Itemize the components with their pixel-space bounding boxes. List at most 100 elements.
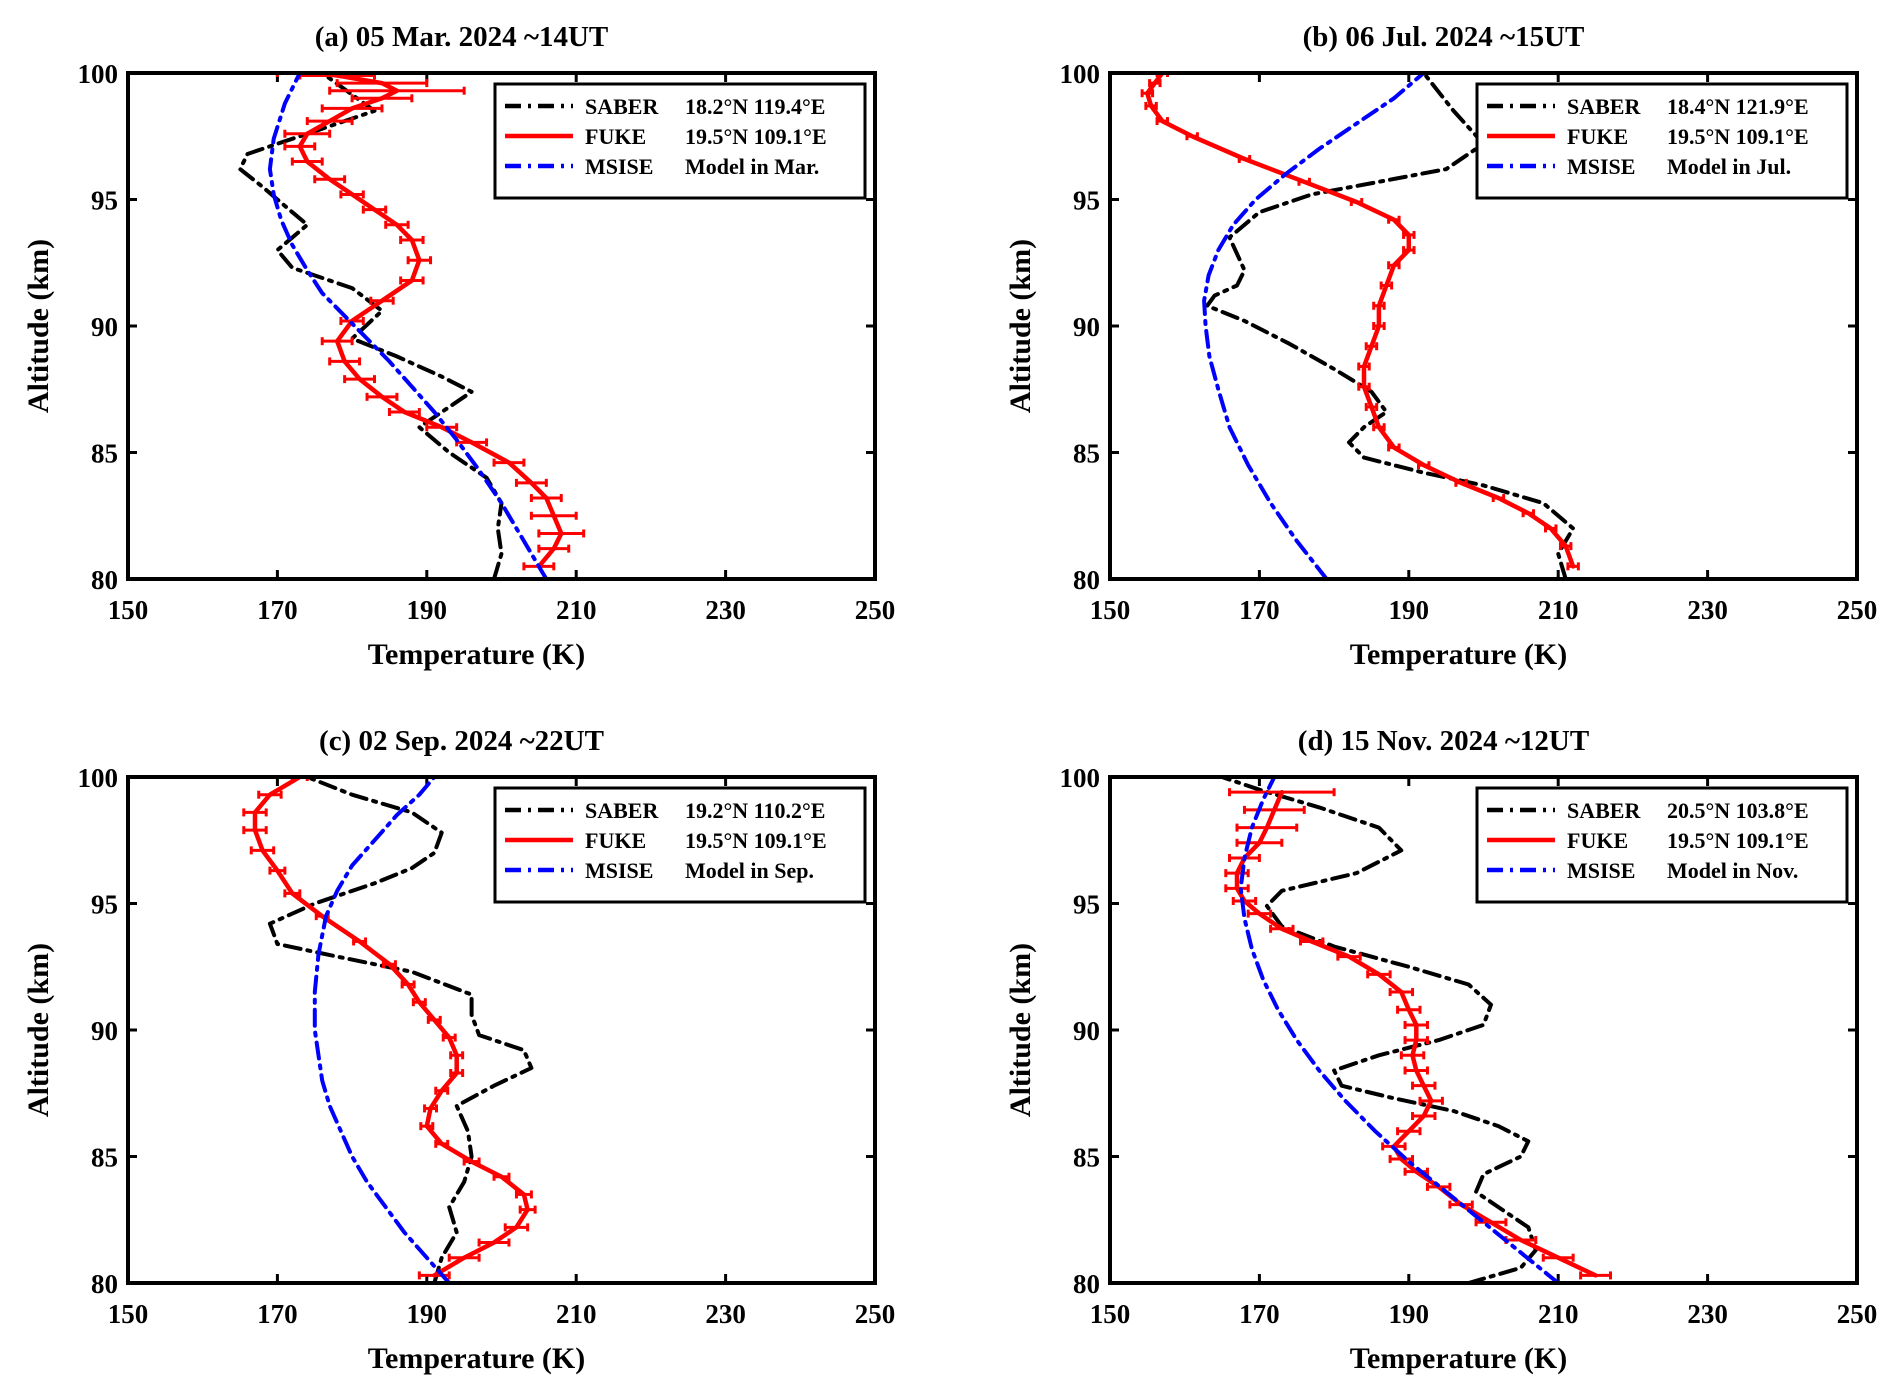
y-tick-label: 85	[91, 1143, 118, 1173]
x-tick-label: 190	[407, 595, 448, 625]
y-tick-label: 95	[91, 186, 118, 216]
chart-title: (b) 06 Jul. 2024 ~15UT	[1303, 21, 1585, 53]
chart-title: (a) 05 Mar. 2024 ~14UT	[315, 21, 609, 53]
legend-label-saber: SABER	[1567, 798, 1641, 823]
legend-label-msise: MSISE	[1567, 154, 1635, 179]
x-tick-label: 230	[705, 1299, 746, 1329]
legend-box	[1475, 786, 1849, 904]
legend-label-fuke: FUKE	[585, 124, 646, 149]
plot-area	[1220, 777, 1612, 1283]
legend-label-saber: SABER	[1567, 94, 1641, 119]
legend: SABER 18.2°N 119.4°E FUKE 19.5°N 109.1°E MSI…	[493, 82, 867, 200]
legend-label-fuke: FUKE	[1567, 124, 1628, 149]
legend-box	[1475, 82, 1849, 200]
plot-area	[242, 777, 537, 1283]
x-tick-label: 210	[1538, 1299, 1579, 1329]
x-tick-label: 190	[1389, 595, 1430, 625]
x-axis-label: Temperature (K)	[368, 638, 585, 671]
series-line-saber	[238, 73, 504, 579]
series-line-msise	[1202, 73, 1426, 579]
y-tick-label: 85	[91, 439, 118, 469]
series-line-msise	[1238, 777, 1561, 1283]
y-tick-label: 85	[1073, 1143, 1100, 1173]
y-tick-label: 95	[91, 890, 118, 920]
series-line-saber	[1205, 73, 1576, 579]
panel-c: (c) 02 Sep. 2024 ~22UT 150 170 190 210 230 250…	[22, 725, 895, 1375]
legend-location-msise: Model in Sep.	[685, 858, 814, 883]
x-tick-label: 230	[1687, 595, 1728, 625]
y-tick-label: 90	[1073, 1016, 1100, 1046]
x-tick-label: 250	[855, 1299, 896, 1329]
legend-label-msise: MSISE	[1567, 858, 1635, 883]
y-tick-label: 80	[91, 1269, 118, 1299]
panel-d: (d) 15 Nov. 2024 ~12UT 150 170 190 210 230 250…	[1004, 725, 1877, 1375]
legend-location-saber: 19.2°N 110.2°E	[685, 798, 825, 823]
x-tick-label: 210	[1538, 595, 1579, 625]
legend-label-saber: SABER	[585, 798, 659, 823]
x-tick-label: 170	[257, 595, 298, 625]
y-tick-label: 95	[1073, 890, 1100, 920]
legend-label-fuke: FUKE	[1567, 828, 1628, 853]
x-tick-label: 250	[1837, 1299, 1878, 1329]
y-tick-label: 80	[91, 565, 118, 595]
x-tick-label: 170	[1239, 1299, 1280, 1329]
plot-area	[1140, 73, 1580, 579]
x-tick-label: 190	[1389, 1299, 1430, 1329]
legend-location-fuke: 19.5°N 109.1°E	[685, 828, 827, 853]
legend-label-msise: MSISE	[585, 154, 653, 179]
y-tick-label: 100	[78, 59, 119, 89]
y-tick-label: 85	[1073, 439, 1100, 469]
legend: SABER 19.2°N 110.2°E FUKE 19.5°N 109.1°E MSI…	[493, 786, 867, 904]
y-axis-label: Altitude (km)	[1004, 943, 1037, 1117]
legend-location-fuke: 19.5°N 109.1°E	[685, 124, 827, 149]
legend-location-saber: 18.2°N 119.4°E	[685, 94, 825, 119]
x-tick-label: 250	[1837, 595, 1878, 625]
panel-b: (b) 06 Jul. 2024 ~15UT 150 170 190 210 230 250…	[1004, 21, 1877, 671]
legend-location-fuke: 19.5°N 109.1°E	[1667, 828, 1809, 853]
x-tick-label: 230	[1687, 1299, 1728, 1329]
legend-location-saber: 20.5°N 103.8°E	[1667, 798, 1809, 823]
x-tick-label: 190	[407, 1299, 448, 1329]
y-tick-label: 95	[1073, 186, 1100, 216]
x-tick-label: 170	[257, 1299, 298, 1329]
legend-label-saber: SABER	[585, 94, 659, 119]
y-tick-label: 100	[1060, 59, 1101, 89]
x-tick-label: 210	[556, 595, 597, 625]
x-tick-label: 250	[855, 595, 896, 625]
y-axis-label: Altitude (km)	[22, 239, 55, 413]
y-axis-label: Altitude (km)	[22, 943, 55, 1117]
x-axis-label: Temperature (K)	[1350, 1342, 1567, 1375]
legend-location-fuke: 19.5°N 109.1°E	[1667, 124, 1809, 149]
legend: SABER 20.5°N 103.8°E FUKE 19.5°N 109.1°E MSI…	[1475, 786, 1849, 904]
y-tick-label: 80	[1073, 565, 1100, 595]
legend-location-saber: 18.4°N 121.9°E	[1667, 94, 1809, 119]
legend-location-msise: Model in Jul.	[1667, 154, 1791, 179]
axes-box	[126, 775, 877, 1285]
y-axis-label: Altitude (km)	[1004, 239, 1037, 413]
x-tick-label: 150	[108, 1299, 149, 1329]
x-tick-label: 170	[1239, 595, 1280, 625]
series-line-msise	[312, 777, 452, 1283]
series-line-msise	[267, 73, 549, 579]
y-tick-label: 100	[1060, 763, 1101, 793]
y-tick-label: 90	[1073, 312, 1100, 342]
chart-title: (d) 15 Nov. 2024 ~12UT	[1298, 725, 1589, 757]
x-tick-label: 150	[1090, 595, 1131, 625]
legend-label-msise: MSISE	[585, 858, 653, 883]
legend-box	[493, 786, 867, 904]
legend-location-msise: Model in Nov.	[1667, 858, 1798, 883]
legend-box	[493, 82, 867, 200]
axes-box	[1108, 71, 1859, 581]
panel-a: (a) 05 Mar. 2024 ~14UT 150 170 190 210 230 250…	[22, 21, 895, 671]
series-line-fuke	[252, 777, 530, 1278]
y-tick-label: 90	[91, 312, 118, 342]
x-tick-label: 150	[108, 595, 149, 625]
axes-box	[1108, 775, 1859, 1285]
chart-title: (c) 02 Sep. 2024 ~22UT	[319, 725, 604, 757]
x-axis-label: Temperature (K)	[368, 1342, 585, 1375]
y-tick-label: 100	[78, 763, 119, 793]
legend: SABER 18.4°N 121.9°E FUKE 19.5°N 109.1°E MSI…	[1475, 82, 1849, 200]
x-tick-label: 150	[1090, 1299, 1131, 1329]
plot-area	[238, 73, 586, 579]
